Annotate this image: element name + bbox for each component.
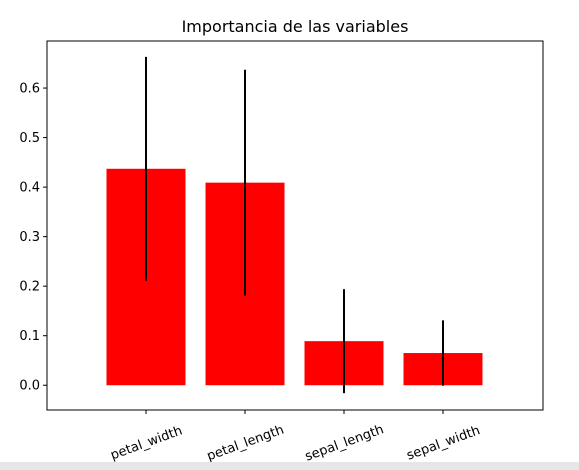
y-tick-label: 0.5: [19, 131, 40, 146]
y-tick-label: 0.4: [19, 181, 40, 196]
chart-title: Importancia de las variables: [182, 17, 409, 36]
x-tick-label: sepal_width: [405, 423, 482, 463]
bars-group: [106, 168, 483, 386]
plot-frame: [46, 40, 544, 411]
x-axis: petal_width petal_length sepal_length sepal…: [109, 410, 482, 465]
x-tick-label: petal_width: [109, 423, 185, 463]
y-tick-label: 0.1: [19, 329, 40, 344]
x-tick-label: petal_length: [205, 423, 286, 465]
y-axis: 0.0 0.1 0.2 0.3 0.4 0.5 0.6: [19, 82, 47, 394]
y-tick-label: 0.3: [19, 230, 40, 245]
y-tick-label: 0.2: [19, 280, 40, 295]
window-bottom-strip: [0, 462, 579, 470]
x-tick-label: sepal_length: [303, 422, 386, 464]
y-tick-label: 0.0: [19, 379, 40, 394]
error-bars-group: [145, 56, 444, 394]
y-tick-label: 0.6: [19, 82, 40, 97]
